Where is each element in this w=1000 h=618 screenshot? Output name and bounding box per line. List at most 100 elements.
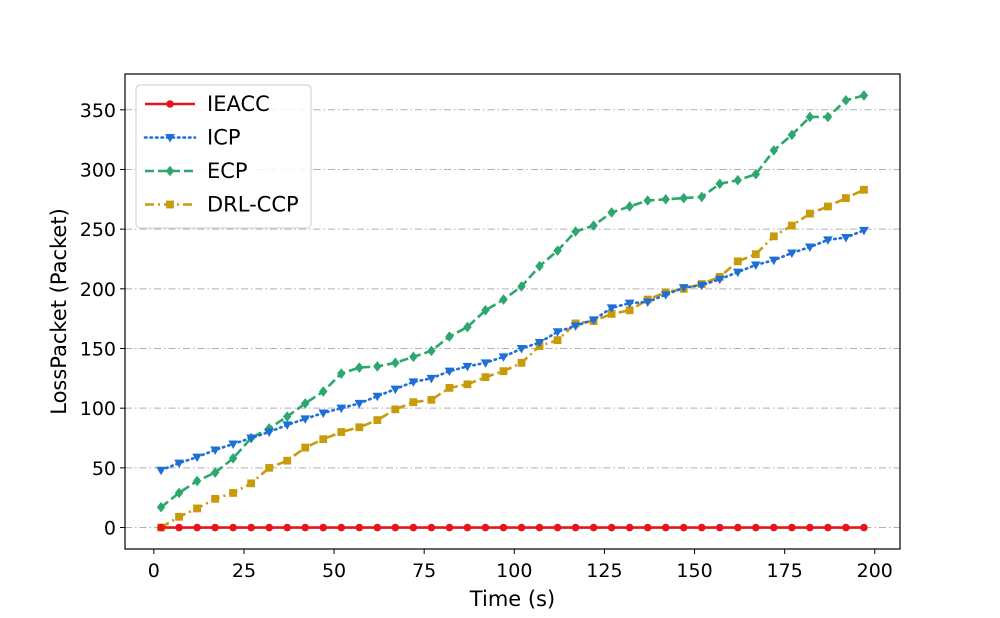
data-point [517, 523, 526, 532]
data-point [228, 440, 239, 449]
data-point [733, 257, 742, 266]
legend-marker [165, 165, 175, 177]
x-tick-label: 50 [322, 560, 346, 582]
data-point [715, 523, 724, 532]
data-point [354, 399, 365, 409]
data-point [283, 523, 292, 532]
data-point [787, 129, 797, 141]
data-point [841, 94, 851, 106]
series-line-icp [159, 229, 866, 472]
data-point [282, 411, 292, 422]
data-point [714, 275, 725, 285]
legend: IEACC ICP ECP DRL-CCP [135, 84, 312, 229]
data-point [463, 380, 472, 389]
data-point [211, 523, 219, 532]
data-point [480, 359, 491, 368]
data-point [787, 221, 796, 230]
data-point [499, 367, 508, 376]
series-drl-ccp [157, 185, 868, 532]
data-point [301, 443, 310, 452]
data-point [175, 512, 183, 521]
legend-label-drl-ccp: DRL-CCP [207, 193, 299, 217]
plot-frame [124, 73, 901, 550]
data-point [643, 195, 652, 206]
data-point [300, 398, 310, 409]
data-point [445, 523, 454, 532]
data-point [860, 185, 868, 194]
data-point [824, 523, 832, 532]
data-point [571, 226, 580, 237]
series-ecp [156, 90, 869, 513]
y-tick-label: 150 [80, 338, 116, 360]
x-tick-label: 150 [676, 560, 712, 582]
data-point [642, 298, 653, 307]
data-point [337, 428, 346, 436]
data-point [193, 504, 201, 513]
data-point [336, 404, 347, 414]
data-point [463, 523, 472, 532]
data-point [210, 467, 220, 478]
x-tick-label: 25 [232, 560, 256, 582]
y-tick-label: 250 [80, 219, 116, 241]
data-point [355, 423, 364, 432]
legend-marker [166, 200, 174, 209]
x-tick-label: 200 [857, 560, 893, 582]
data-point [391, 523, 400, 532]
data-point [750, 261, 761, 270]
data-point [373, 361, 382, 372]
data-point [553, 523, 562, 532]
data-point [462, 362, 473, 372]
data-point [355, 523, 364, 532]
data-point [678, 284, 689, 293]
data-point [156, 501, 166, 513]
y-tick-label: 350 [80, 100, 116, 122]
data-point [842, 194, 850, 203]
data-point [805, 111, 815, 123]
data-point [481, 305, 490, 316]
y-axis-ticks: 0 50 100 150 200 250 300 350 [80, 100, 125, 540]
data-point [247, 479, 256, 488]
data-point [552, 328, 563, 337]
data-point [211, 494, 220, 503]
data-point [264, 428, 275, 438]
x-tick-label: 0 [148, 560, 160, 582]
data-point [535, 523, 544, 532]
data-point [318, 409, 329, 418]
data-point [391, 357, 400, 369]
series-layer [156, 90, 869, 532]
data-point [679, 192, 688, 204]
data-point [661, 523, 670, 532]
legend-label-ieacc: IEACC [207, 92, 270, 116]
data-point [859, 226, 869, 236]
x-axis-label: Time (s) [469, 587, 555, 611]
data-point [210, 446, 220, 455]
data-point [732, 268, 743, 278]
data-point [282, 421, 293, 430]
data-point [229, 523, 237, 532]
data-point [625, 523, 634, 532]
data-point [842, 523, 850, 532]
data-point [697, 191, 706, 203]
x-tick-label: 75 [412, 560, 436, 582]
data-point [174, 487, 184, 499]
data-point [337, 368, 346, 379]
data-point [535, 260, 544, 272]
data-point [427, 523, 436, 532]
legend-box [135, 84, 312, 229]
data-point [390, 385, 401, 395]
data-point [607, 523, 616, 532]
data-point [391, 405, 400, 414]
data-point [372, 392, 383, 402]
data-point [481, 523, 490, 532]
data-point [499, 523, 508, 532]
data-point [697, 523, 706, 532]
data-point [409, 398, 418, 407]
data-point [860, 523, 868, 532]
data-point [229, 489, 238, 497]
data-point [319, 435, 328, 444]
data-point [481, 373, 490, 382]
data-point [823, 111, 833, 123]
data-point [445, 383, 454, 392]
data-point [319, 386, 328, 397]
data-point [228, 452, 238, 464]
